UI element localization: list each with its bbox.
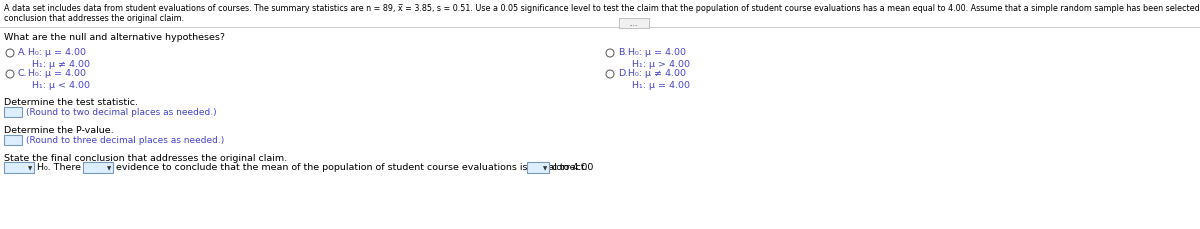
- Text: H₀: μ = 4.00: H₀: μ = 4.00: [28, 48, 86, 57]
- Text: H₀. There is: H₀. There is: [37, 162, 91, 171]
- Text: H₀: μ = 4.00: H₀: μ = 4.00: [28, 69, 86, 78]
- FancyBboxPatch shape: [527, 162, 550, 173]
- Text: State the final conclusion that addresses the original claim.: State the final conclusion that addresse…: [4, 153, 287, 162]
- Text: H₁: μ = 4.00: H₁: μ = 4.00: [632, 81, 690, 90]
- Text: (Round to three decimal places as needed.): (Round to three decimal places as needed…: [26, 135, 224, 144]
- Text: D.: D.: [618, 69, 629, 78]
- Text: ▼: ▼: [107, 165, 112, 170]
- Text: ▼: ▼: [28, 165, 32, 170]
- Text: H₀: μ = 4.00: H₀: μ = 4.00: [628, 48, 686, 57]
- Text: A data set includes data from student evaluations of courses. The summary statis: A data set includes data from student ev…: [4, 4, 1200, 13]
- FancyBboxPatch shape: [4, 135, 22, 145]
- Text: evidence to conclude that the mean of the population of student course evaluatio: evidence to conclude that the mean of th…: [116, 162, 593, 171]
- Text: Determine the P-value.: Determine the P-value.: [4, 125, 114, 134]
- Text: H₀: μ ≠ 4.00: H₀: μ ≠ 4.00: [628, 69, 686, 78]
- Text: ▼: ▼: [542, 165, 547, 170]
- Text: What are the null and alternative hypotheses?: What are the null and alternative hypoth…: [4, 33, 226, 42]
- Text: A.: A.: [18, 48, 28, 57]
- FancyBboxPatch shape: [83, 162, 113, 173]
- Text: conclusion that addresses the original claim.: conclusion that addresses the original c…: [4, 14, 184, 23]
- Text: .....: .....: [630, 21, 638, 26]
- Text: correct.: correct.: [552, 162, 588, 171]
- Text: H₁: μ > 4.00: H₁: μ > 4.00: [632, 60, 690, 69]
- FancyBboxPatch shape: [4, 162, 34, 173]
- Text: Determine the test statistic.: Determine the test statistic.: [4, 98, 138, 106]
- Text: C.: C.: [18, 69, 28, 78]
- Text: H₁: μ < 4.00: H₁: μ < 4.00: [32, 81, 90, 90]
- FancyBboxPatch shape: [4, 108, 22, 117]
- Text: H₁: μ ≠ 4.00: H₁: μ ≠ 4.00: [32, 60, 90, 69]
- Text: B.: B.: [618, 48, 628, 57]
- FancyBboxPatch shape: [619, 19, 649, 29]
- Text: (Round to two decimal places as needed.): (Round to two decimal places as needed.): [26, 108, 217, 117]
